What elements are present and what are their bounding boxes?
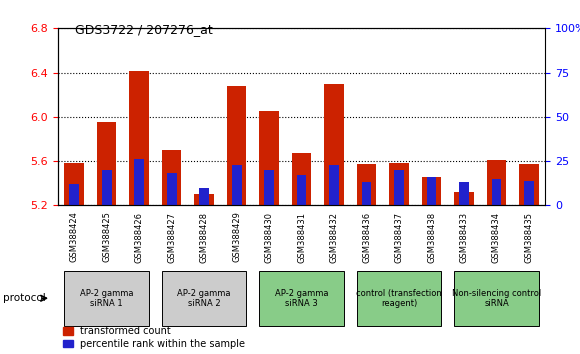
Bar <box>200 188 209 205</box>
Text: GDS3722 / 207276_at: GDS3722 / 207276_at <box>75 23 213 36</box>
Bar <box>292 153 311 205</box>
Bar <box>264 170 274 205</box>
Bar <box>135 159 144 205</box>
Text: AP-2 gamma
siRNA 2: AP-2 gamma siRNA 2 <box>177 289 231 308</box>
Bar <box>324 84 344 205</box>
Bar <box>427 177 436 205</box>
Bar <box>492 179 501 205</box>
Bar <box>232 165 241 205</box>
Text: AP-2 gamma
siRNA 1: AP-2 gamma siRNA 1 <box>80 289 133 308</box>
Bar <box>97 122 117 205</box>
Bar <box>394 170 404 205</box>
Bar <box>297 175 306 205</box>
Bar <box>454 192 474 205</box>
Bar <box>70 184 79 205</box>
Text: Non-silencing control
siRNA: Non-silencing control siRNA <box>452 289 541 308</box>
Bar <box>259 111 279 205</box>
Text: AP-2 gamma
siRNA 3: AP-2 gamma siRNA 3 <box>275 289 328 308</box>
Bar <box>227 86 246 205</box>
Bar <box>167 173 176 205</box>
Bar <box>362 182 371 205</box>
Bar <box>357 164 376 205</box>
Bar <box>329 165 339 205</box>
Bar <box>102 170 111 205</box>
Text: protocol: protocol <box>3 293 46 303</box>
Bar <box>64 163 84 205</box>
Bar <box>519 164 539 205</box>
Legend: transformed count, percentile rank within the sample: transformed count, percentile rank withi… <box>63 326 245 349</box>
Bar <box>459 182 469 205</box>
Bar <box>422 177 441 205</box>
Bar <box>487 160 506 205</box>
Bar <box>162 150 182 205</box>
Bar <box>389 163 409 205</box>
Bar <box>524 181 534 205</box>
Bar <box>194 194 214 205</box>
Bar <box>129 72 149 205</box>
Text: control (transfection
reagent): control (transfection reagent) <box>356 289 442 308</box>
